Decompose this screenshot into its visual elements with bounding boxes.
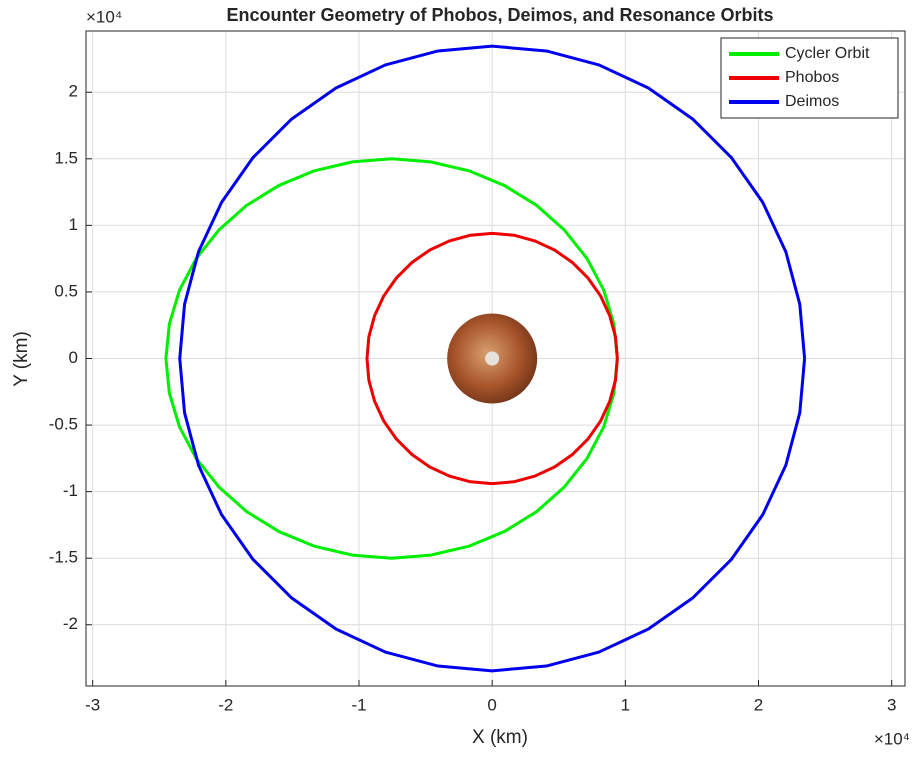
y-tick-label: -0.5 — [49, 415, 78, 434]
y-tick-label: 1.5 — [54, 148, 78, 167]
series-line — [164, 157, 619, 560]
x-tick-label: -2 — [218, 695, 233, 714]
plot-frame — [85, 30, 906, 687]
y-tick-label: -2 — [63, 614, 78, 633]
x-tick-label: 1 — [621, 695, 630, 714]
x-tick-label: 3 — [887, 695, 896, 714]
x-tick-label: 2 — [754, 695, 763, 714]
y-tick-label: 0 — [69, 348, 78, 367]
legend-label: Phobos — [785, 69, 839, 86]
y-tick-label: -1 — [63, 481, 78, 500]
x-multiplier: ×10⁴ — [874, 729, 910, 748]
x-tick-label: -3 — [85, 695, 100, 714]
y-multiplier: ×10⁴ — [86, 7, 122, 26]
mars-pole — [485, 351, 500, 366]
series-line — [365, 231, 619, 486]
y-tick-label: 2 — [69, 82, 78, 101]
x-tick-label: 0 — [487, 695, 496, 714]
legend-label: Deimos — [785, 93, 839, 110]
y-tick-label: -1.5 — [49, 548, 78, 567]
y-tick-label: 1 — [69, 215, 78, 234]
chart-title: Encounter Geometry of Phobos, Deimos, an… — [226, 5, 773, 25]
legend-label: Cycler Orbit — [785, 45, 870, 62]
y-tick-label: 0.5 — [54, 281, 78, 300]
series-line — [178, 44, 807, 673]
y-axis-label: Y (km) — [11, 331, 32, 387]
legend-box — [720, 37, 899, 119]
x-tick-label: -1 — [351, 695, 366, 714]
x-axis-label: X (km) — [472, 727, 528, 748]
